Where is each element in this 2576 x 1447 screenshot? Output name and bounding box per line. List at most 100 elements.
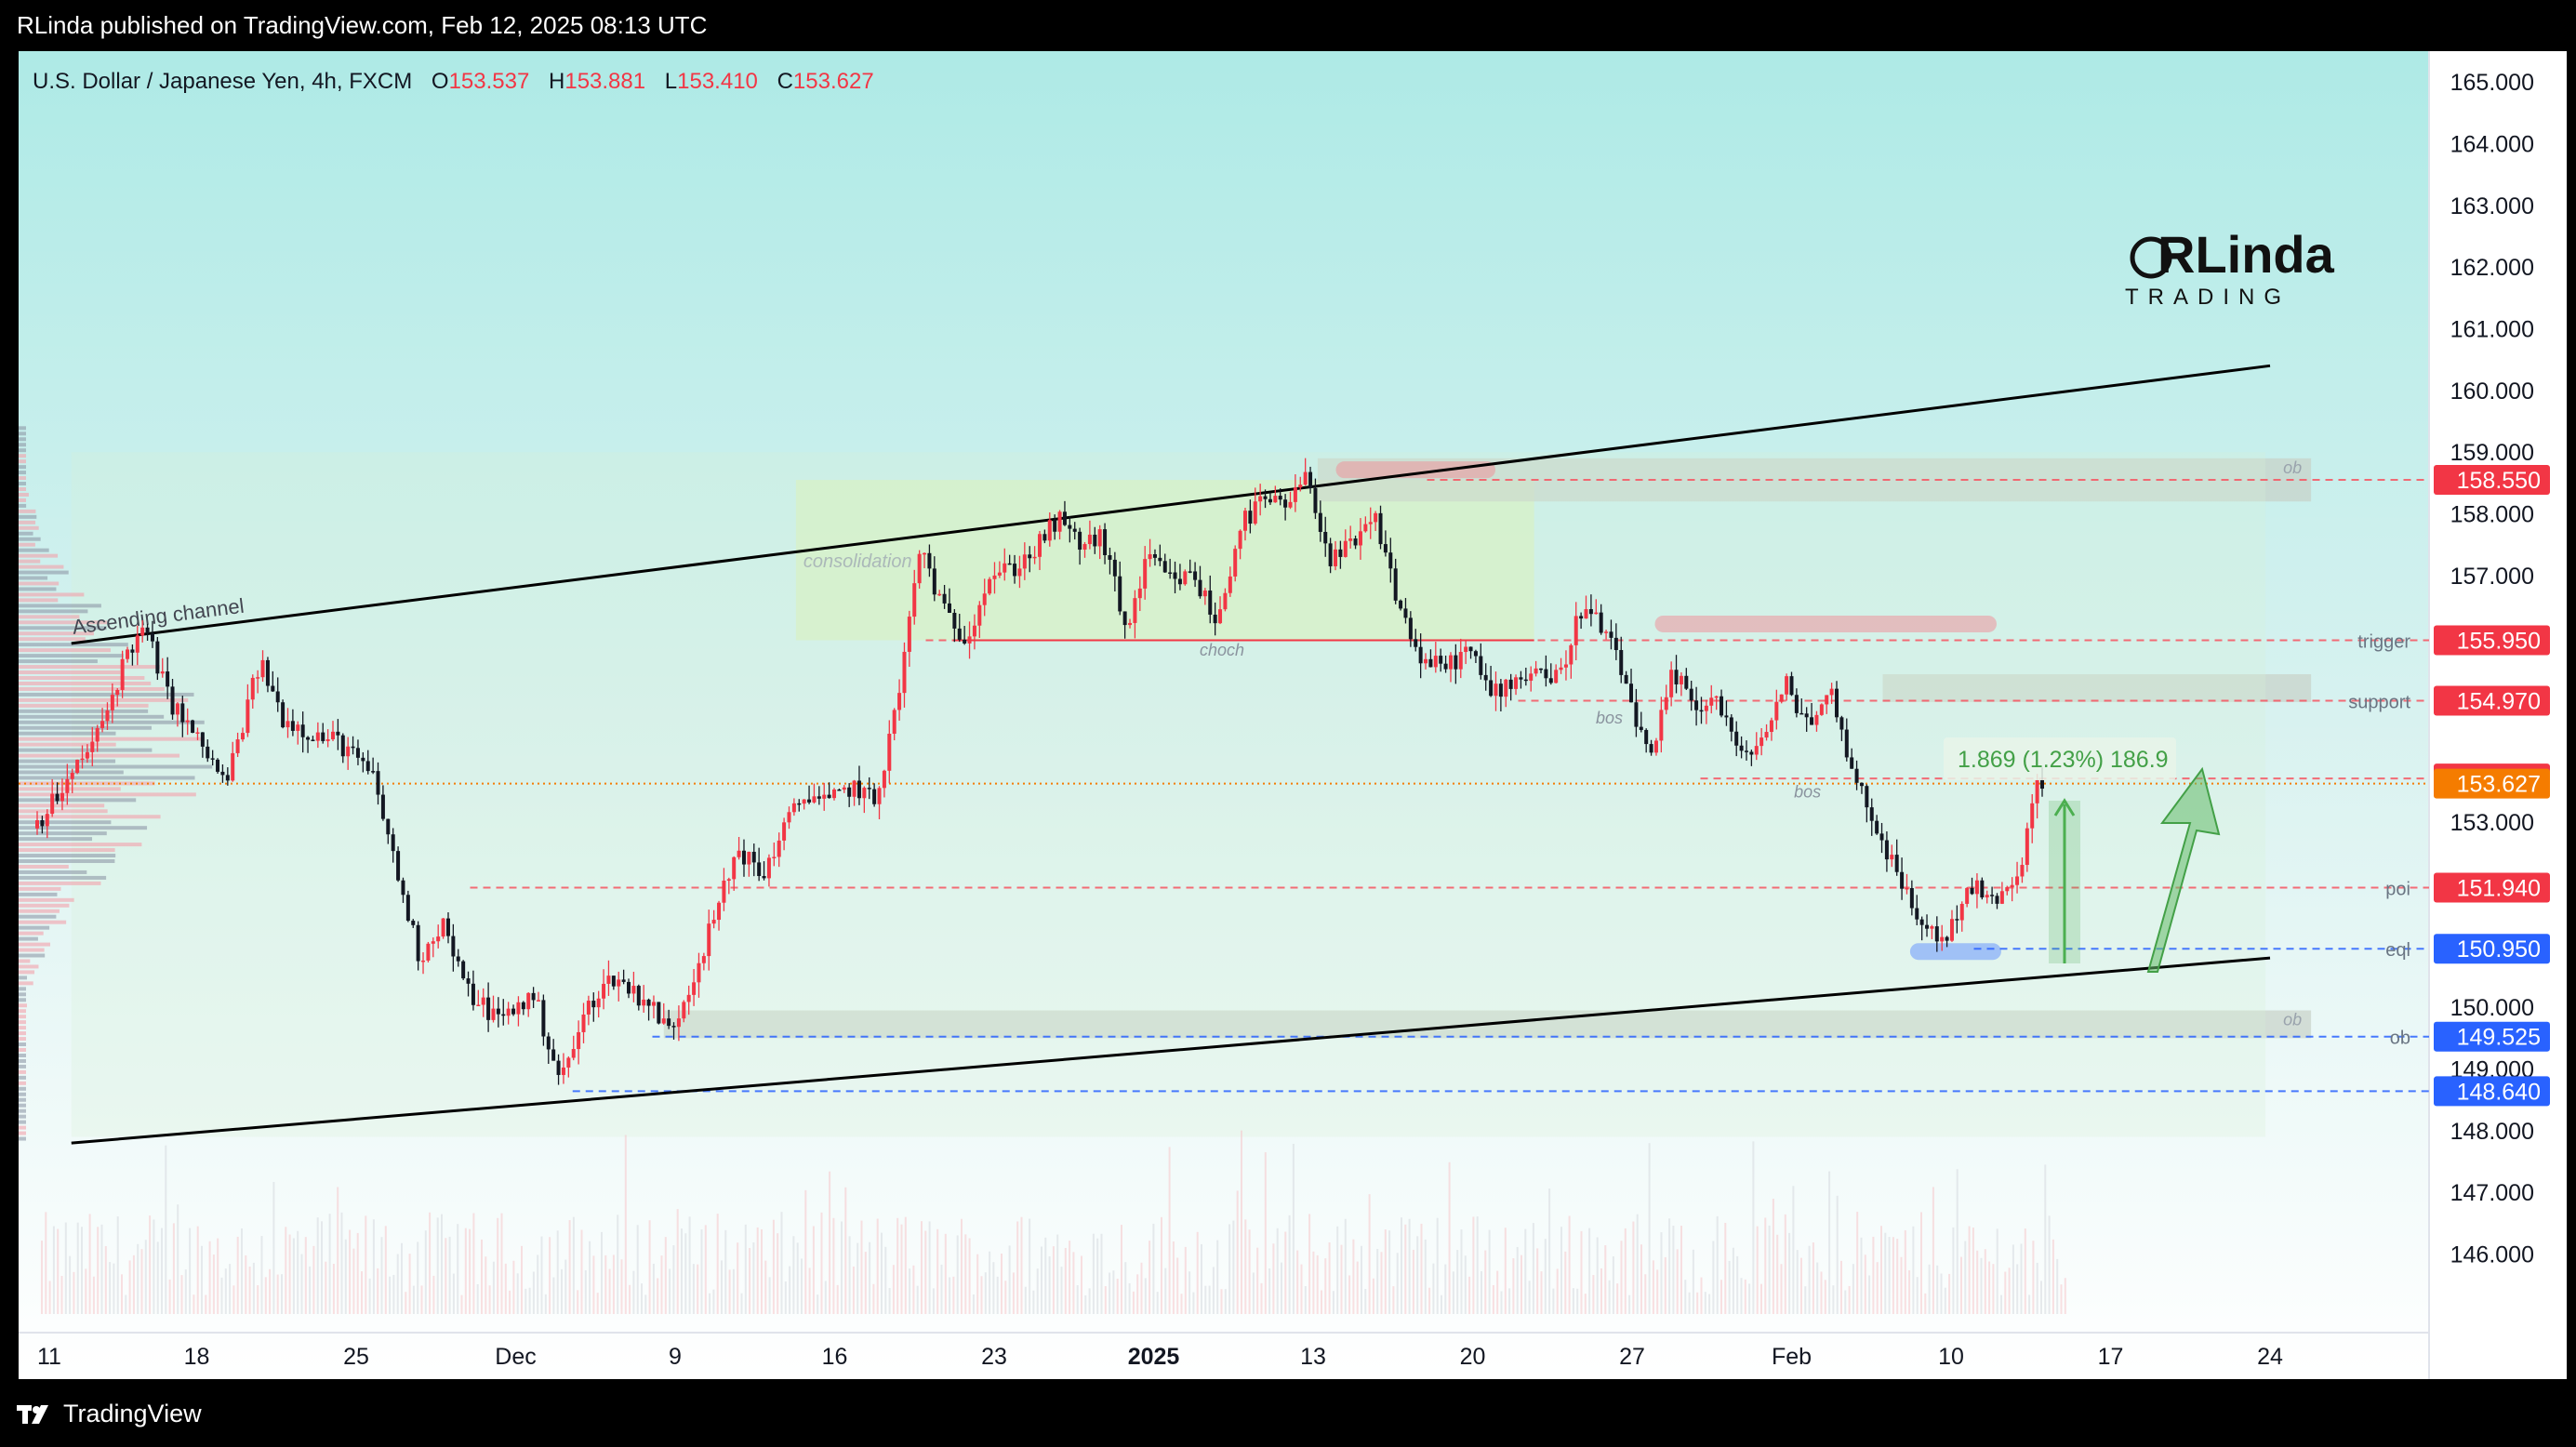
volume-bar xyxy=(1396,1253,1399,1314)
volume-bar xyxy=(2044,1164,2047,1314)
volume-bar xyxy=(1216,1240,1219,1314)
volume-bar xyxy=(1081,1255,1082,1314)
volume-bar xyxy=(224,1268,227,1314)
x-tick-label: 10 xyxy=(1938,1344,1964,1370)
volume-bar xyxy=(724,1229,727,1314)
volume-profile xyxy=(19,426,213,1141)
candle-body xyxy=(551,1049,556,1061)
candle-body xyxy=(1473,651,1478,657)
candle-body xyxy=(235,739,240,753)
price-chart[interactable]: consolidation ob ob trigger support poi eql ob… xyxy=(19,51,2567,1379)
volume-bar xyxy=(1241,1130,1242,1314)
candle-body xyxy=(456,956,460,962)
candle-body xyxy=(1634,702,1639,727)
volume-bar xyxy=(1180,1294,1183,1314)
volume-bar xyxy=(532,1271,535,1314)
volume-bar xyxy=(121,1274,123,1314)
profile-bar xyxy=(19,1114,26,1119)
candle-body xyxy=(1629,684,1634,703)
volume-bar xyxy=(1128,1282,1131,1314)
volume-bar xyxy=(189,1228,192,1314)
candle-body xyxy=(1479,656,1483,675)
volume-bar xyxy=(1936,1265,1939,1314)
volume-bar xyxy=(184,1269,187,1314)
candle-body xyxy=(1729,717,1733,732)
volume-bar xyxy=(620,1259,623,1314)
candle-body xyxy=(907,617,911,652)
candle-body xyxy=(822,794,827,799)
candle-body xyxy=(225,775,230,781)
profile-bar xyxy=(19,1086,26,1091)
volume-bar xyxy=(1600,1268,1602,1314)
candle-body xyxy=(1639,726,1643,730)
channel-area xyxy=(71,452,2266,1137)
candle-body xyxy=(581,1014,586,1032)
volume-bar xyxy=(1088,1288,1091,1314)
volume-bar xyxy=(309,1266,312,1314)
candle-body xyxy=(1959,903,1964,921)
volume-bar xyxy=(1736,1255,1739,1314)
candle-body xyxy=(1483,674,1488,681)
volume-bar xyxy=(904,1216,907,1314)
volume-bar xyxy=(1056,1234,1059,1314)
candle-body xyxy=(271,685,275,692)
profile-bar xyxy=(19,637,86,642)
volume-bar xyxy=(109,1262,112,1314)
chart-frame[interactable]: consolidation ob ob trigger support poi eql ob… xyxy=(19,51,2567,1379)
volume-bar xyxy=(2008,1268,2011,1314)
profile-bar xyxy=(19,881,101,885)
candle-body xyxy=(847,787,852,797)
volume-bar xyxy=(1856,1212,1859,1314)
candle-body xyxy=(441,918,445,937)
volume-bar xyxy=(1272,1243,1275,1314)
volume-bar xyxy=(749,1247,751,1314)
volume-bar xyxy=(1908,1270,1911,1314)
candle-body xyxy=(1804,713,1809,718)
volume-bar xyxy=(512,1260,515,1314)
candle-body xyxy=(1588,609,1593,615)
volume-bar xyxy=(924,1230,927,1314)
candle-body xyxy=(711,920,716,924)
volume-bar xyxy=(572,1216,575,1314)
candle-body xyxy=(591,1001,596,1008)
candle-body xyxy=(1047,520,1052,541)
tradingview-logo[interactable]: TradingView xyxy=(17,1400,202,1428)
channel-line-0 xyxy=(71,364,2271,645)
volume-bar xyxy=(344,1239,347,1314)
candle-body xyxy=(1097,529,1102,547)
candle-body xyxy=(155,641,160,674)
candle-body xyxy=(1013,564,1017,577)
volume-bar xyxy=(768,1277,771,1314)
volume-bar xyxy=(1288,1215,1291,1314)
volume-bar xyxy=(1456,1250,1459,1314)
candle-body xyxy=(1819,704,1824,715)
volume-bar xyxy=(1064,1247,1067,1314)
candle-body xyxy=(1900,871,1905,889)
volume-layer xyxy=(41,1130,2066,1314)
x-tick-label: 27 xyxy=(1619,1344,1645,1370)
volume-bar xyxy=(281,1274,283,1314)
profile-bar xyxy=(19,1015,26,1019)
price-tag-1: 155.950 xyxy=(2457,629,2541,655)
volume-bar xyxy=(412,1285,415,1314)
price-tag-7-box xyxy=(2434,1076,2550,1107)
profile-bar xyxy=(19,854,116,858)
volume-bar xyxy=(1372,1278,1374,1314)
candle-body xyxy=(380,794,385,819)
volume-bar xyxy=(1628,1294,1631,1314)
candle-body xyxy=(1118,576,1122,612)
candle-body xyxy=(988,578,992,594)
candle-body xyxy=(250,677,255,700)
profile-bar xyxy=(19,970,35,975)
volume-bar xyxy=(2052,1239,2054,1314)
current-price-tag: 153.627 xyxy=(2457,772,2541,798)
profile-bar xyxy=(19,1042,26,1047)
volume-bar xyxy=(761,1228,763,1314)
candle-body xyxy=(1017,568,1022,577)
volume-bar xyxy=(972,1294,975,1314)
candle-body xyxy=(1428,658,1433,668)
profile-bar xyxy=(19,459,26,464)
volume-bar xyxy=(949,1277,951,1314)
volume-bar xyxy=(1504,1228,1507,1314)
volume-bar xyxy=(824,1281,827,1314)
